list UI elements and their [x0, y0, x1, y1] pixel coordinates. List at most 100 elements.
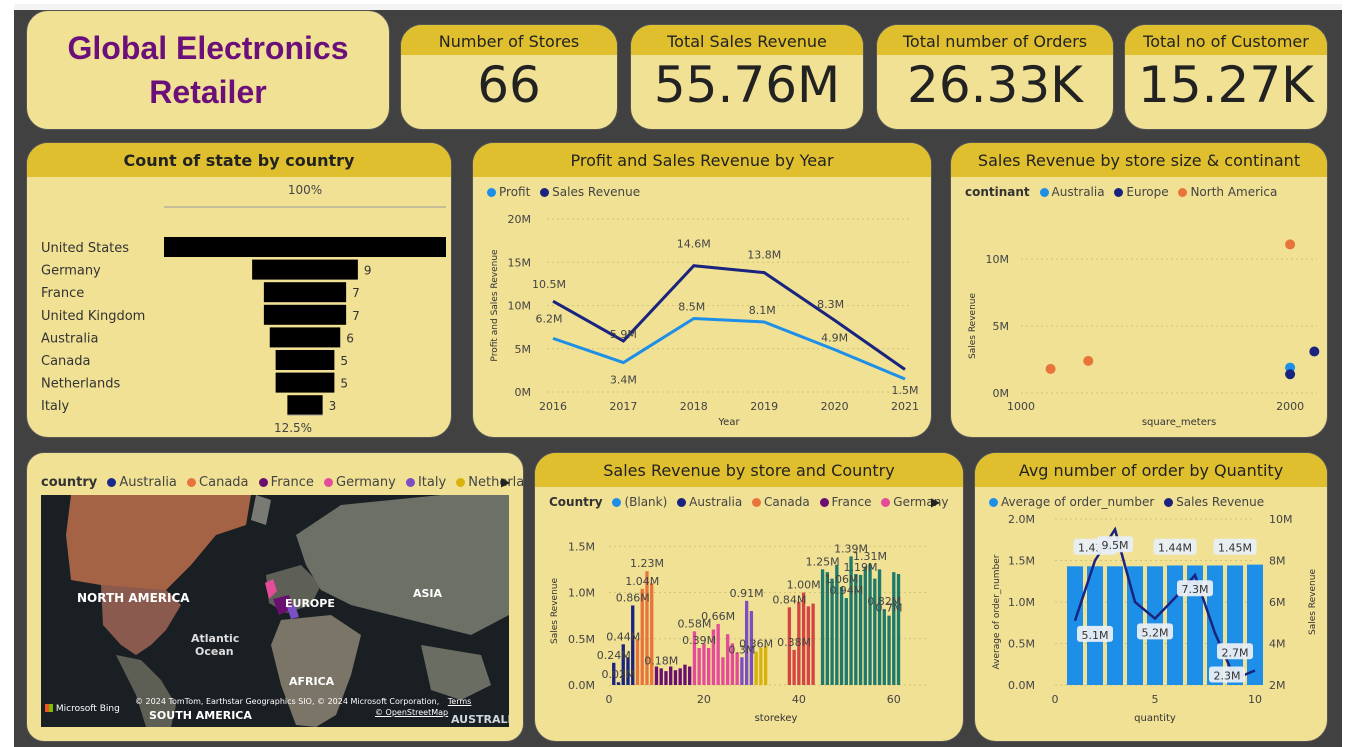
- store-bar: [825, 572, 829, 685]
- data-label: 0.38M: [777, 636, 811, 649]
- funnel-card[interactable]: Count of state by country 100% United Sta…: [26, 142, 452, 438]
- y-tick-label: 0M: [993, 387, 1010, 400]
- store-card[interactable]: Sales Revenue by store and Country Count…: [534, 452, 964, 742]
- kpi-orders[interactable]: Total number of Orders 26.33K: [876, 24, 1114, 130]
- store-bar: [896, 574, 901, 685]
- x-tick-label: 0: [606, 693, 613, 706]
- x-tick-label: 2018: [680, 400, 708, 413]
- scatter-legend: continant Australia Europe North America: [965, 185, 1277, 199]
- store-bar: [621, 644, 625, 685]
- line-chart: 0M 5M 10M 15M 20M 2016 2017 2018 2019 2020 2021 Yea…: [490, 213, 919, 428]
- store-chart: 0.0M 0.5M 1.0M 1.5M 0 20 40 60 storekey Sales Rev…: [550, 540, 927, 724]
- line-card[interactable]: Profit and Sales Revenue by Year Profit …: [472, 142, 932, 438]
- store-bar: [749, 611, 754, 685]
- funnel-value-label: 3: [329, 399, 337, 413]
- data-label: 1.04M: [625, 575, 659, 588]
- kpi-value: 55.76M: [653, 56, 841, 114]
- x-tick-label: 2016: [539, 400, 567, 413]
- legend-dot: [1039, 188, 1049, 197]
- store-bar: [839, 586, 844, 685]
- x-tick-label: 2021: [891, 400, 919, 413]
- map-label-australia: AUSTRALI: [451, 713, 509, 726]
- legend-next-icon[interactable]: ▶: [931, 495, 941, 509]
- funnel-bar: [275, 372, 335, 393]
- store-title: Sales Revenue by store and Country: [535, 453, 963, 487]
- data-label: 0.94M: [829, 584, 863, 597]
- x-tick-label: 2019: [750, 400, 778, 413]
- store-bar: [654, 666, 659, 685]
- map-label-asia: ASIA: [413, 587, 443, 600]
- data-label: 2.7M: [1222, 646, 1249, 659]
- data-label: 1.39M: [834, 542, 868, 555]
- data-label: 1.25M: [806, 555, 840, 568]
- quantity-card[interactable]: Avg number of order by Quantity Average …: [974, 452, 1328, 742]
- legend-item: Australia: [689, 495, 743, 509]
- kpi-label: Total Sales Revenue: [631, 25, 863, 55]
- data-label: 0.02M: [602, 668, 636, 681]
- scatter-card[interactable]: Sales Revenue by store size & continant …: [950, 142, 1328, 438]
- data-label: 0.91M: [730, 587, 764, 600]
- store-bar: [787, 607, 792, 685]
- map-card[interactable]: country Australia Canada France Germany …: [26, 452, 524, 742]
- data-label: 0.82M: [867, 595, 901, 608]
- x-tick-label: 5: [1152, 693, 1159, 706]
- store-bar: [820, 569, 825, 685]
- legend-item: Sales Revenue: [1176, 495, 1265, 509]
- funnel-category-label: Italy: [41, 399, 70, 414]
- legend-profit: Profit: [499, 185, 531, 199]
- series-line: [552, 316, 906, 381]
- data-label: 0.7M: [876, 602, 903, 615]
- avg-order-bar: [1127, 566, 1143, 685]
- store-bar: [664, 671, 668, 685]
- store-bar: [678, 668, 682, 685]
- y-axis-title: Average of order_number: [992, 554, 1002, 669]
- top-strip: [14, 4, 1342, 10]
- data-label: 0.58M: [677, 617, 711, 630]
- y-tick-label: 10M: [508, 300, 532, 313]
- avg-order-bar: [1087, 566, 1103, 685]
- funnel-category-label: France: [41, 286, 84, 301]
- y-tick-label: 1.0M: [568, 587, 595, 600]
- kpi-stores[interactable]: Number of Stores 66: [400, 24, 618, 130]
- funnel-category-label: United Kingdom: [41, 309, 145, 324]
- kpi-revenue[interactable]: Total Sales Revenue 55.76M: [630, 24, 864, 130]
- x-tick-label: 10: [1248, 693, 1262, 706]
- funnel-bar: [287, 395, 323, 416]
- y-tick-label: 1.5M: [568, 540, 595, 553]
- map-label-north-america: NORTH AMERICA: [77, 591, 190, 605]
- copyright-text: © 2024 TomTom, Earthstar Geographics SIO…: [135, 697, 440, 706]
- legend-item: Canada: [764, 495, 810, 509]
- data-label: 4.9M: [821, 332, 848, 345]
- store-bar: [697, 648, 701, 685]
- legend-item: Australia: [119, 475, 177, 490]
- terms-link[interactable]: Terms: [447, 697, 472, 706]
- store-bar: [873, 578, 877, 685]
- funnel-title: Count of state by country: [27, 143, 451, 177]
- world-map[interactable]: NORTH AMERICA EUROPE ASIA Atlantic Ocean…: [41, 495, 509, 727]
- legend-title: continant: [965, 185, 1030, 199]
- funnel-value-label: 5: [340, 354, 348, 368]
- data-label: 1.5M: [892, 384, 919, 397]
- kpi-customers[interactable]: Total no of Customer 15.27K: [1124, 24, 1328, 130]
- store-bar: [877, 569, 882, 685]
- y-tick-label: 15M: [508, 256, 532, 269]
- y2-axis-title: Sales Revenue: [1308, 569, 1318, 635]
- funnel-bar: [263, 304, 347, 325]
- series-line: [552, 264, 906, 371]
- y2-tick-label: 6M: [1269, 596, 1286, 609]
- map-label-ocean: Ocean: [195, 645, 234, 658]
- store-bar: [707, 648, 711, 685]
- x-axis-title: quantity: [1134, 713, 1176, 724]
- funnel-bar: [269, 327, 341, 348]
- legend-dot: [1178, 188, 1188, 197]
- data-label: 0.39M: [682, 634, 716, 647]
- data-label: 2.3M: [1214, 670, 1241, 683]
- x-tick-label: 0: [1052, 693, 1059, 706]
- osm-link[interactable]: © OpenStreetMap: [375, 708, 449, 717]
- store-bar: [849, 556, 853, 685]
- title-card: Global Electronics Retailer: [26, 10, 390, 130]
- legend-next-icon[interactable]: ▶: [501, 475, 511, 489]
- store-legend: Country (Blank) Australia Canada France …: [549, 495, 948, 509]
- data-label: 7.3M: [1182, 583, 1209, 596]
- store-bar: [612, 662, 616, 685]
